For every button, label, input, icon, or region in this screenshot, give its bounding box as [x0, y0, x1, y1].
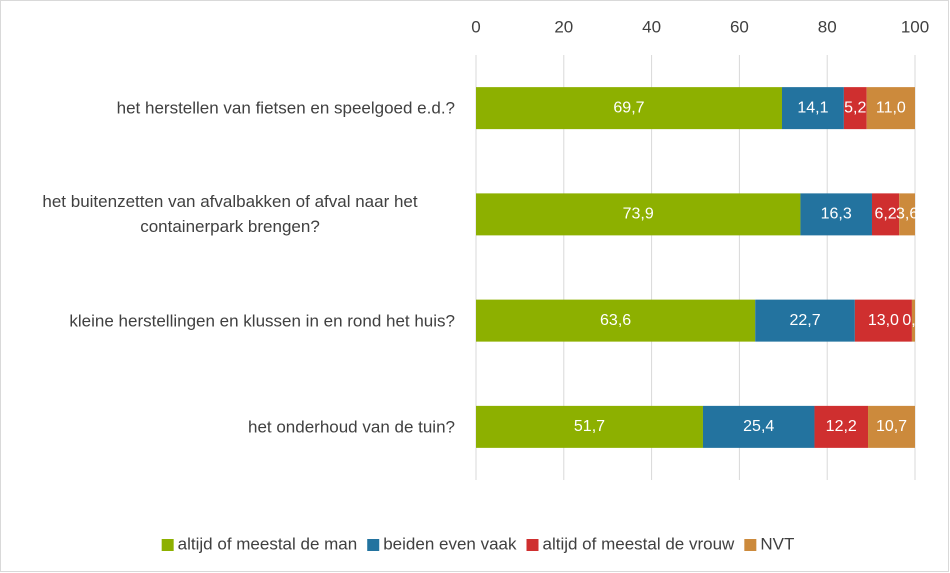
bar-segment — [476, 405, 703, 448]
x-tick-label: 60 — [730, 17, 749, 36]
legend-swatch — [367, 539, 380, 551]
legend-swatch — [744, 539, 757, 551]
value-label: 3,6 — [896, 206, 918, 223]
bar-segment — [755, 299, 855, 342]
bar-segment — [843, 87, 867, 130]
value-label: 14,1 — [797, 99, 828, 116]
value-label: 63,6 — [600, 312, 631, 329]
value-label: 51,7 — [574, 418, 605, 435]
value-label: 10,7 — [876, 418, 907, 435]
value-label: 73,9 — [623, 206, 654, 223]
legend-swatch — [526, 539, 539, 551]
bar-segment — [476, 193, 801, 236]
value-label: 11,0 — [876, 99, 906, 116]
value-label: 6,2 — [874, 206, 896, 223]
legend-label: altijd of meestal de vrouw — [543, 534, 736, 553]
bar-segment — [868, 405, 915, 448]
value-label: 0,7 — [902, 312, 924, 329]
bar-segment — [476, 299, 756, 342]
bar-segment — [871, 193, 900, 236]
x-tick-label: 100 — [901, 17, 929, 36]
legend-label: beiden even vaak — [383, 534, 517, 553]
category-label: het buitenzetten van afvalbakken of afva… — [5, 189, 455, 239]
bar-segment — [911, 299, 915, 342]
bar-segment — [866, 87, 915, 130]
legend-label: altijd of meestal de man — [178, 534, 358, 553]
bar-segment — [781, 87, 844, 130]
category-label: kleine herstellingen en klussen in en ro… — [5, 308, 455, 333]
bar-segment — [702, 405, 815, 448]
value-label: 22,7 — [789, 312, 820, 329]
legend-swatch — [161, 539, 174, 551]
value-label: 12,2 — [826, 418, 857, 435]
category-text: het onderhoud van de tuin? — [247, 417, 455, 437]
x-tick-label: 0 — [471, 17, 480, 36]
bar-segment — [854, 299, 912, 342]
bars: 69,7 14,1 5,2 11,0 73,9 16,3 6,2 3,6 63,6 22,7 13,… — [476, 87, 924, 448]
bar-segment — [476, 87, 782, 130]
category-label: het onderhoud van de tuin? — [5, 414, 455, 439]
legend-label: NVT — [760, 534, 794, 553]
value-label: 16,3 — [821, 206, 852, 223]
category-text: het buitenzetten van afvalbakken of afva… — [42, 192, 418, 237]
bar-segment — [800, 193, 872, 236]
x-tick-label: 80 — [818, 17, 837, 36]
category-text: het herstellen van fietsen en speelgoed … — [116, 98, 455, 118]
category-text: kleine herstellingen en klussen in en ro… — [69, 311, 455, 331]
x-tick-label: 40 — [642, 17, 661, 36]
bar-segment — [814, 405, 869, 448]
bar-segment — [899, 193, 915, 236]
x-tick-label: 20 — [554, 17, 573, 36]
value-label: 5,2 — [844, 99, 866, 116]
value-label: 13,0 — [868, 312, 899, 329]
category-label: het herstellen van fietsen en speelgoed … — [5, 96, 455, 121]
value-label: 25,4 — [743, 418, 774, 435]
value-label: 69,7 — [613, 99, 644, 116]
